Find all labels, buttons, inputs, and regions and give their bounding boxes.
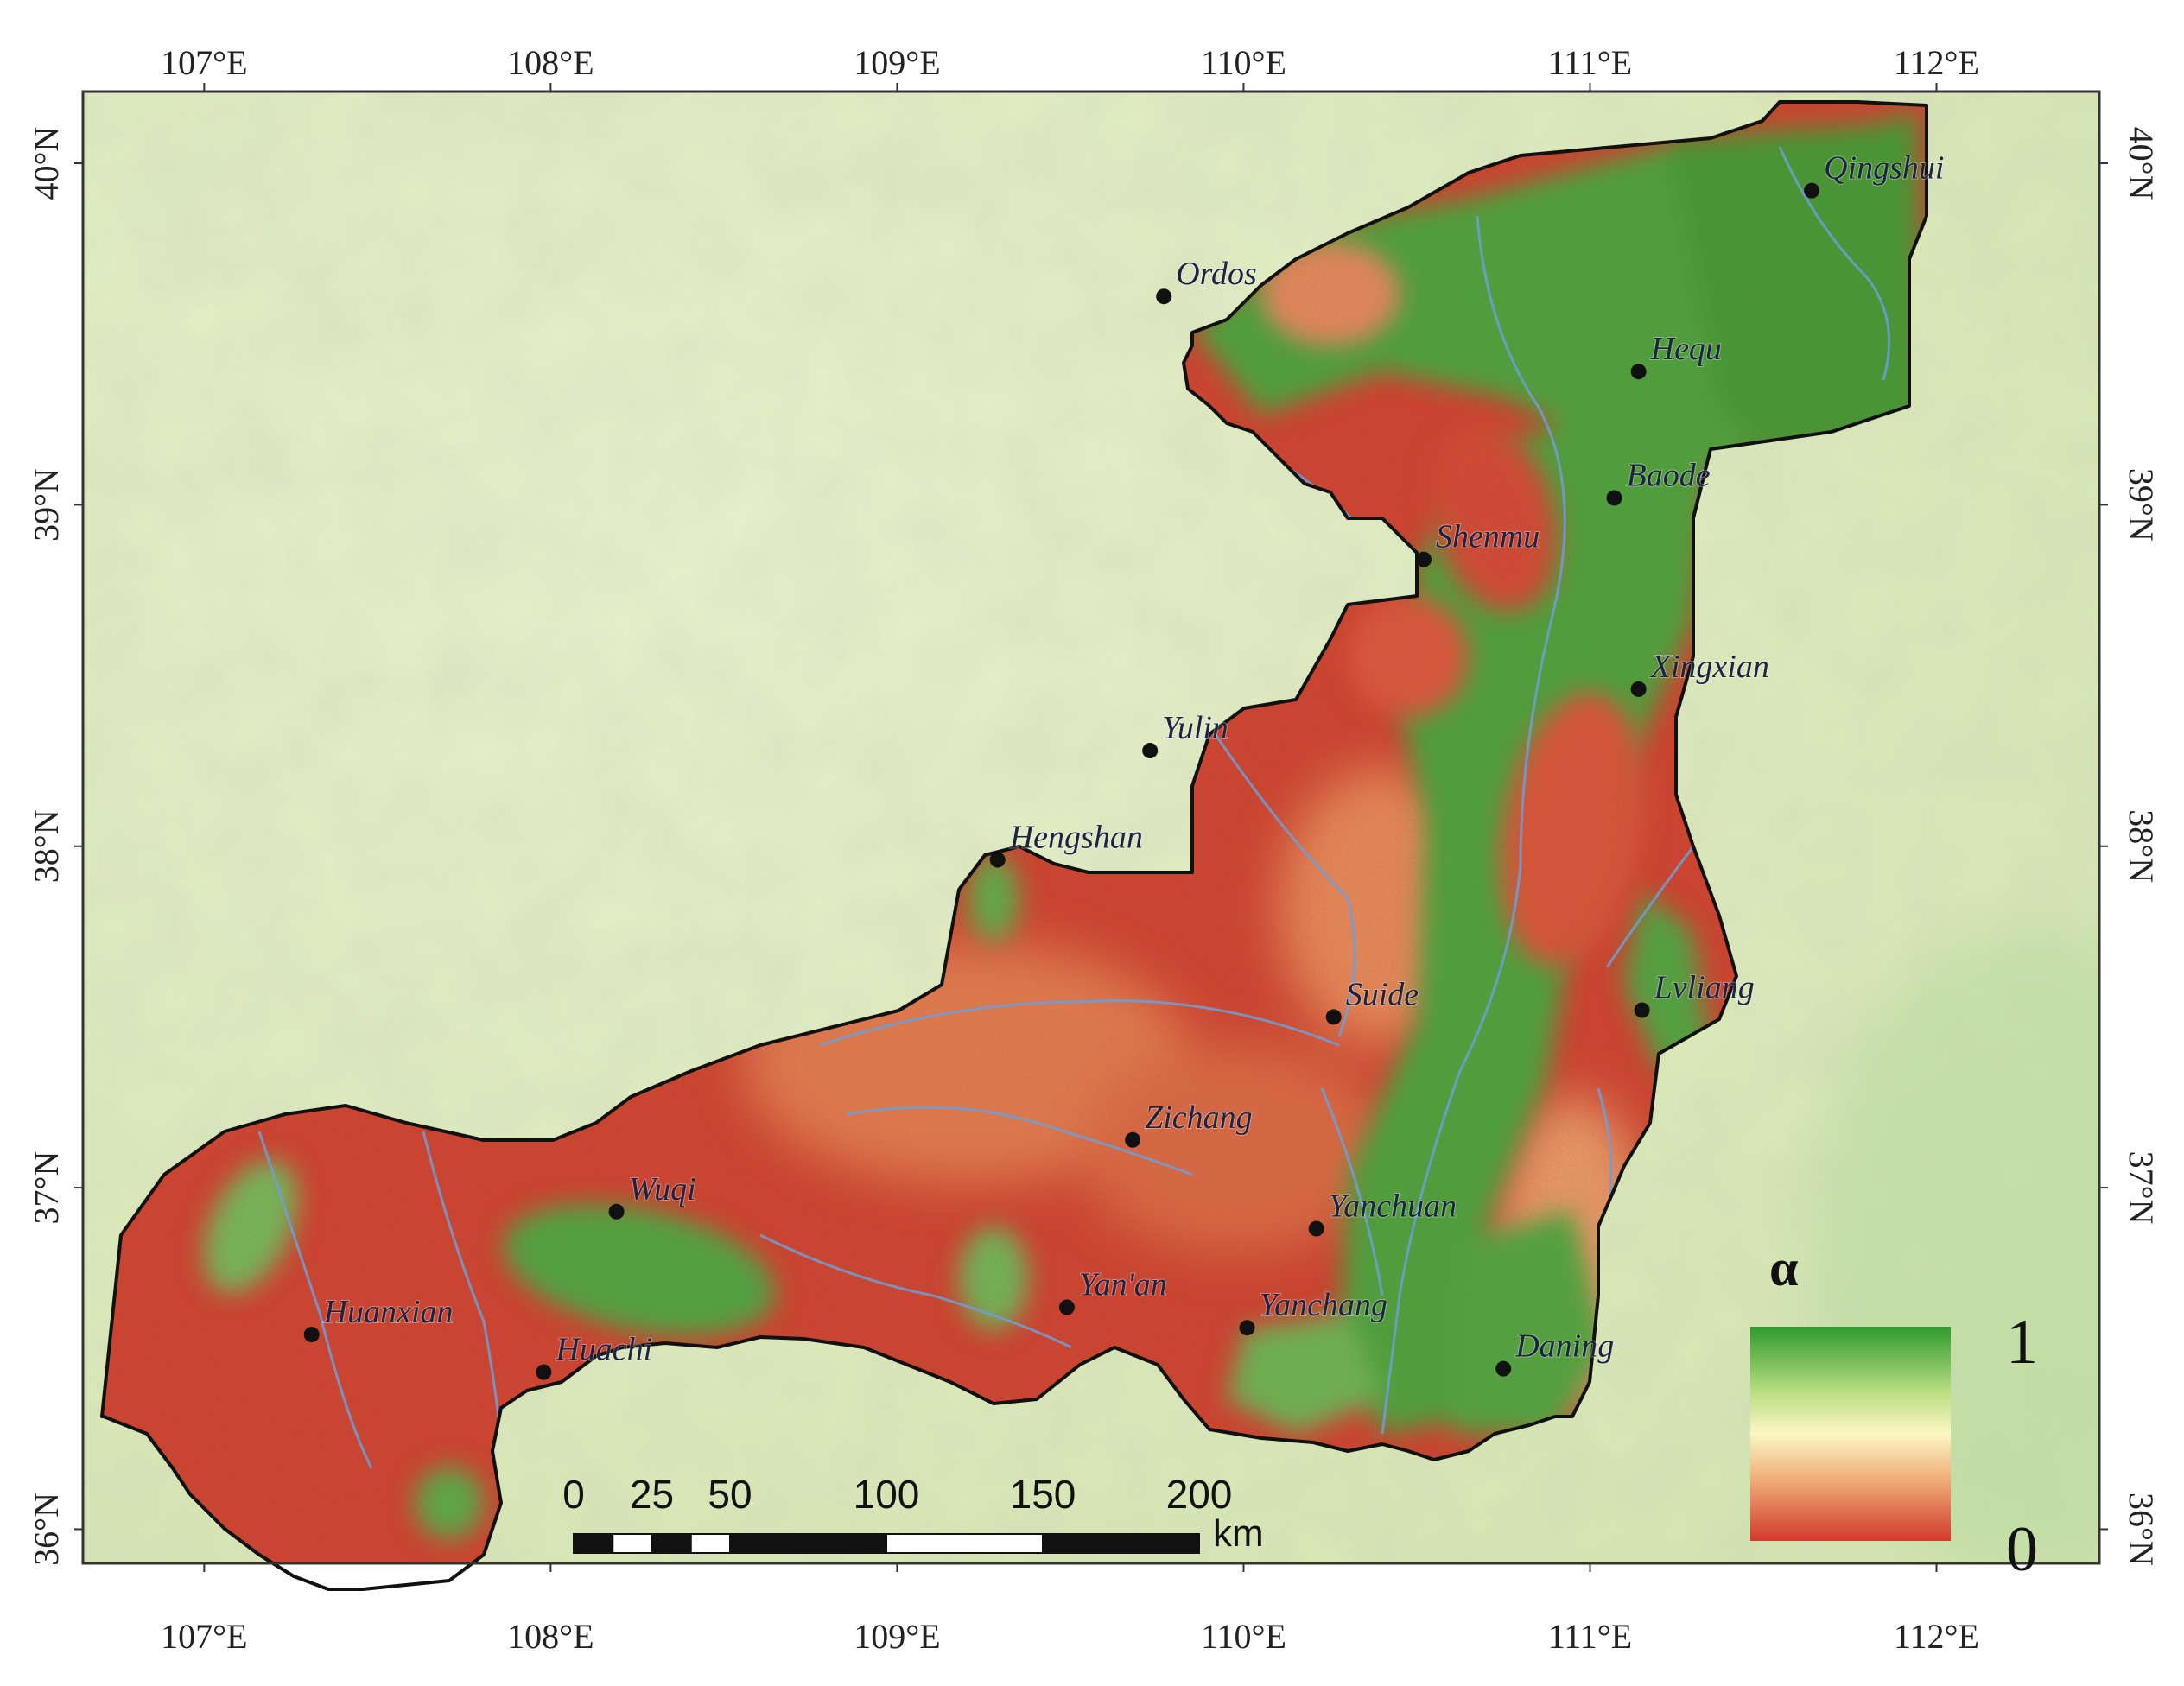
graticule-ticks: 107°E 107°E 108°E 108°E 109°E 109°E 110°E 110°E… [27,43,2161,1656]
city-label: Yanchuan [1329,1188,1457,1225]
lat-tick-label-right: 40°N [2122,127,2161,200]
city-marker [1495,1360,1512,1377]
lat-tick-label-right: 37°N [2122,1151,2161,1225]
scale-bar: 0 25 50 100 150 200 km [562,1472,1263,1555]
lat-tick-label-right: 38°N [2122,809,2161,883]
city-marker [608,1203,625,1220]
scale-bar-segment [612,1533,653,1554]
city-label: Wuqi [629,1171,696,1207]
lon-tick-label-top: 112°E [1894,43,1979,82]
city-label: Yanchang [1259,1287,1387,1323]
scale-bar-label: 200 [1166,1472,1233,1517]
lon-tick-label-top: 109°E [854,43,940,82]
city-label: Yan'an [1079,1266,1167,1303]
lon-tick-label-top: 107°E [161,43,247,82]
lat-tick-label-left: 39°N [27,468,66,542]
scale-bar-label: 25 [630,1472,674,1517]
lat-tick-label-left: 38°N [27,809,66,883]
scale-bar-segment [1042,1533,1200,1554]
city-marker [1325,1009,1342,1025]
lon-tick-label-top: 110°E [1201,43,1286,82]
city-marker [1415,551,1432,567]
lon-tick-label-bottom: 107°E [161,1617,247,1656]
city-marker [1630,681,1647,697]
map-frame [81,90,2101,1565]
city-marker [1156,288,1172,305]
lon-tick-label-bottom: 108°E [507,1617,594,1656]
river-network [257,146,1891,1469]
study-region-boundary [100,100,1928,1591]
city-label: Huanxian [323,1294,454,1330]
city-markers: Qingshui Ordos Hequ Baode Shenmu Xingxian Yuli… [303,149,1946,1380]
city-label: Lvliang [1654,970,1755,1006]
legend-color-ramp [1750,1327,1951,1541]
city-label: Daning [1514,1328,1614,1365]
city-label: Zichang [1145,1100,1253,1136]
city-marker [1058,1299,1075,1315]
legend-title: α [1769,1239,1799,1296]
lat-tick-label-left: 37°N [27,1151,66,1225]
city-marker [303,1327,320,1343]
legend-max-label: 1 [2006,1307,2038,1378]
city-label: Baode [1627,457,1711,493]
lon-tick-label-top: 108°E [507,43,594,82]
city-marker [1804,182,1820,199]
city-marker [1308,1220,1324,1237]
city-marker [1125,1131,1141,1148]
scale-bar-segment [886,1533,1044,1554]
alpha-legend: α 1 0 [1750,1239,2038,1585]
lon-tick-label-top: 111°E [1548,43,1632,82]
city-marker [536,1364,552,1380]
scale-bar-label: 100 [854,1472,920,1517]
city-label: Shenmu [1436,519,1540,555]
lat-tick-label-right: 39°N [2122,468,2161,542]
city-marker [1606,490,1622,506]
city-marker [1239,1320,1255,1336]
city-marker [1142,743,1159,759]
scale-bar-label: 0 [562,1472,585,1517]
city-label: Qingshui [1824,150,1944,187]
city-label: Xingxian [1649,649,1769,685]
city-label: Huachi [555,1332,652,1368]
city-marker [989,852,1006,868]
city-marker [1630,364,1647,380]
legend-min-label: 0 [2006,1514,2038,1585]
lon-tick-label-bottom: 111°E [1548,1617,1632,1656]
city-label: Hequ [1650,331,1722,367]
scale-bar-segment [689,1533,731,1554]
lat-tick-label-left: 40°N [27,127,66,200]
lat-tick-label-right: 36°N [2122,1493,2161,1566]
scale-bar-segment [573,1533,614,1554]
lat-tick-label-left: 36°N [27,1493,66,1566]
city-label: Yulin [1162,710,1228,746]
city-label: Suide [1346,976,1419,1012]
scale-bar-segment [651,1533,692,1554]
scale-bar-label: 50 [708,1472,752,1517]
scale-bar-label: 150 [1010,1472,1076,1517]
city-label: Ordos [1176,256,1257,292]
lon-tick-label-bottom: 109°E [854,1617,940,1656]
city-label: Hengshan [1009,820,1143,856]
lon-tick-label-bottom: 110°E [1201,1617,1286,1656]
scale-bar-unit: km [1213,1512,1264,1555]
scale-bar-segment [729,1533,887,1554]
lon-tick-label-bottom: 112°E [1894,1617,1979,1656]
city-marker [1634,1002,1650,1018]
